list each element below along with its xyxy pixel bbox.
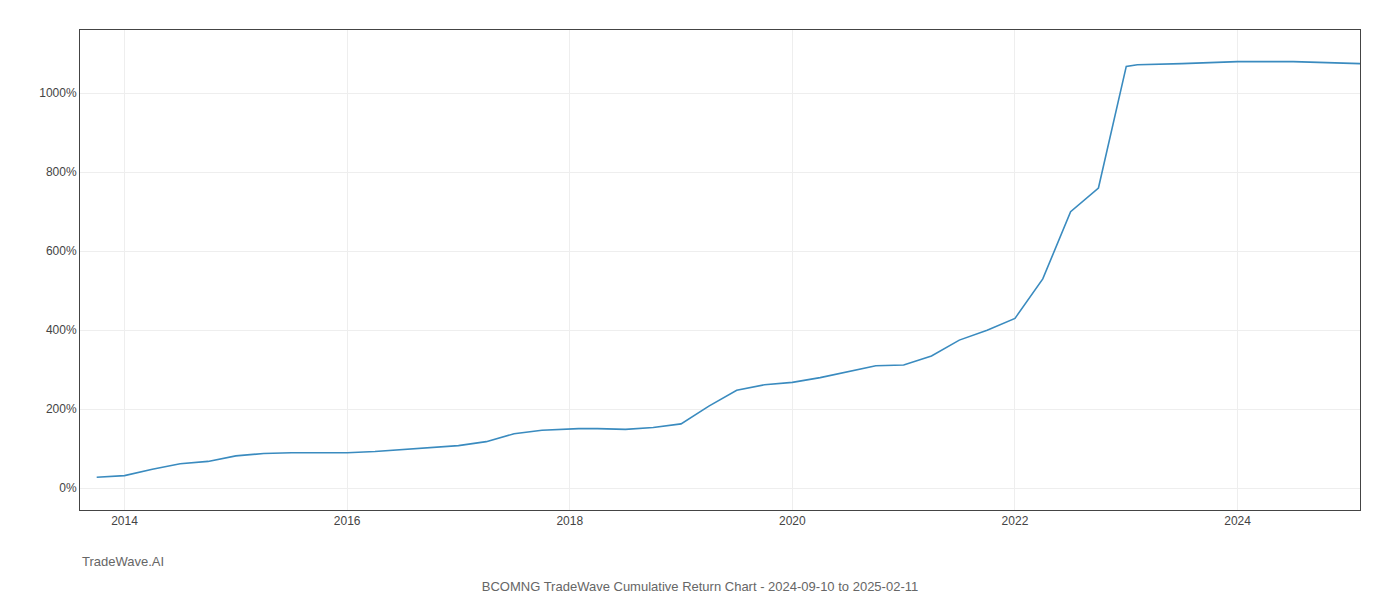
svg-text:2024: 2024: [1224, 514, 1251, 528]
svg-text:2014: 2014: [111, 514, 138, 528]
svg-text:600%: 600%: [46, 244, 77, 258]
svg-text:2018: 2018: [556, 514, 583, 528]
svg-text:TradeWave.AI: TradeWave.AI: [82, 554, 164, 569]
svg-text:2016: 2016: [334, 514, 361, 528]
svg-text:200%: 200%: [46, 402, 77, 416]
svg-text:1000%: 1000%: [39, 86, 77, 100]
svg-text:0%: 0%: [59, 481, 77, 495]
svg-text:BCOMNG TradeWave Cumulative Re: BCOMNG TradeWave Cumulative Return Chart…: [482, 579, 918, 594]
svg-text:2022: 2022: [1002, 514, 1029, 528]
svg-text:2020: 2020: [779, 514, 806, 528]
svg-text:800%: 800%: [46, 165, 77, 179]
svg-text:400%: 400%: [46, 323, 77, 337]
